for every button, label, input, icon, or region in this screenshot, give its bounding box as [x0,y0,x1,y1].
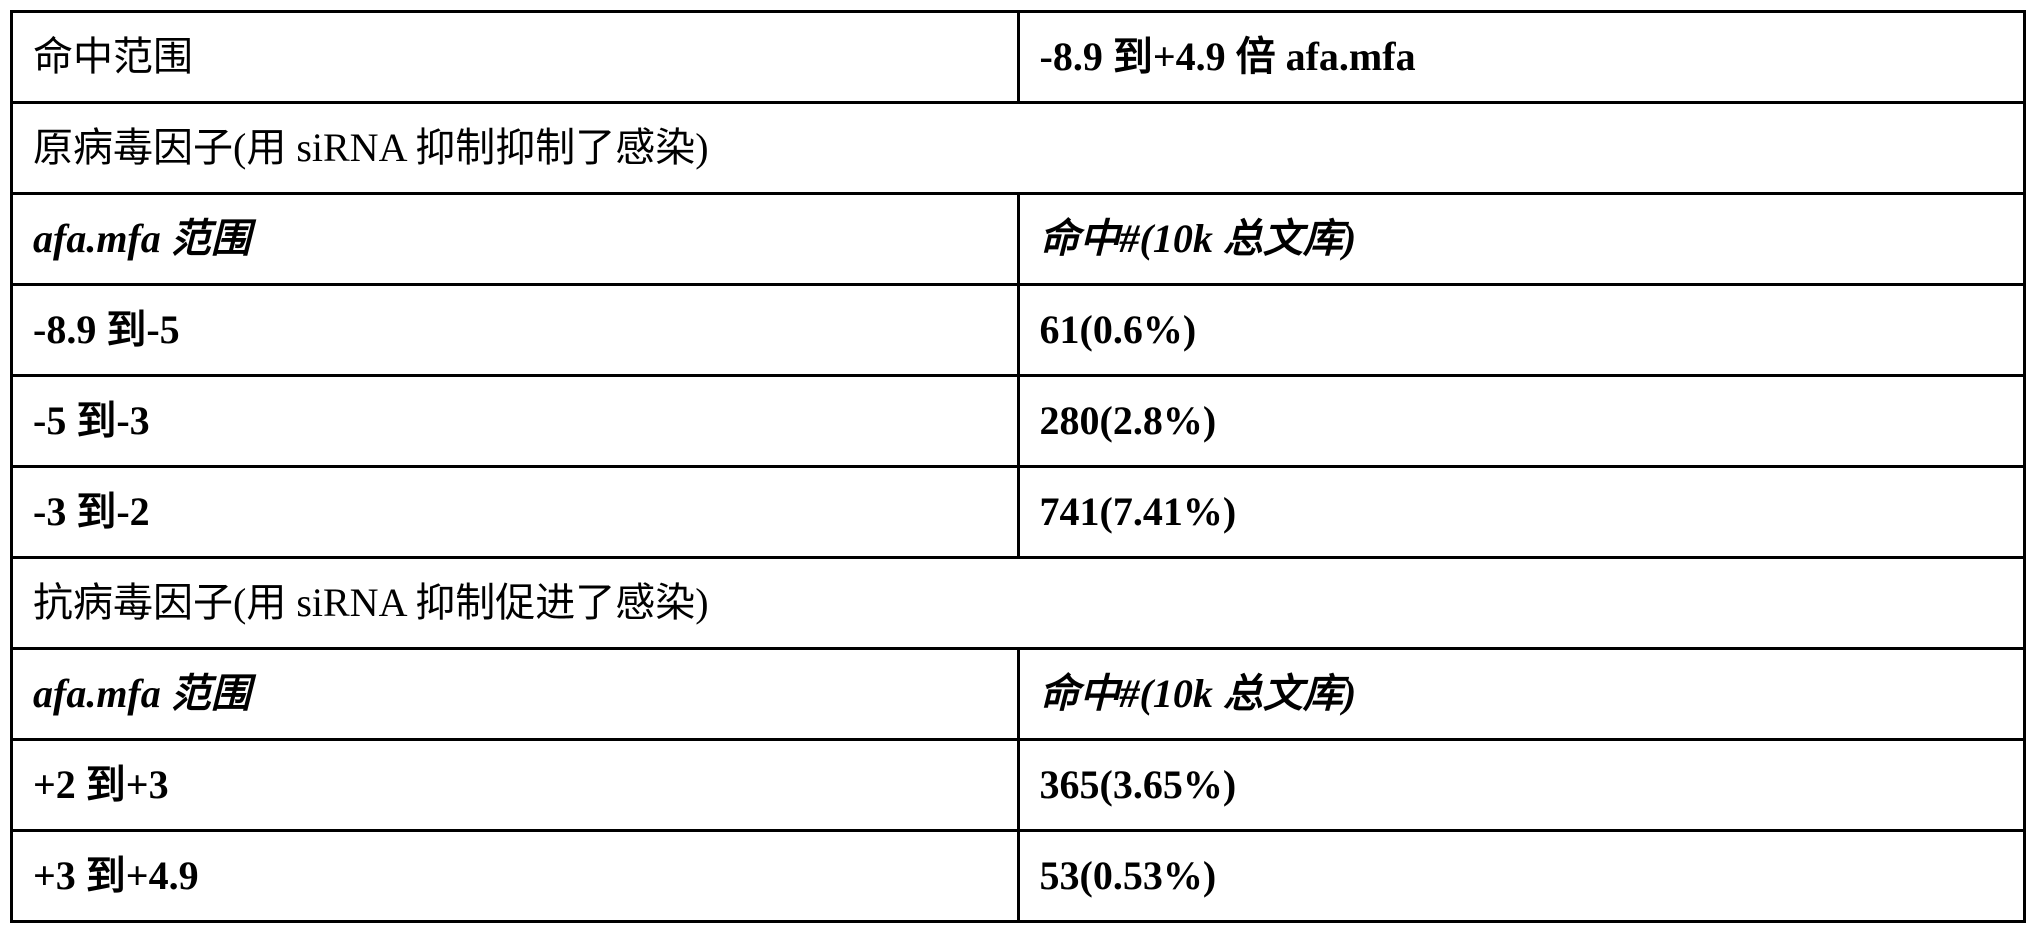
cell-count-3: 741(7.41%) [1018,467,2025,558]
cell-range-3: -3 到-2 [12,467,1019,558]
cell-count-5: 53(0.53%) [1018,831,2025,922]
table-row: afa.mfa 范围 命中#(10k 总文库) [12,194,2025,285]
table-row: 命中范围 -8.9 到+4.9 倍 afa.mfa [12,12,2025,103]
cell-hit-range-label: 命中范围 [12,12,1019,103]
cell-count-2: 280(2.8%) [1018,376,2025,467]
cell-count-1: 61(0.6%) [1018,285,2025,376]
cell-hit-count-header: 命中#(10k 总文库) [1018,194,2025,285]
cell-range-2: -5 到-3 [12,376,1019,467]
table-row: 抗病毒因子(用 siRNA 抑制促进了感染) [12,558,2025,649]
cell-proviral-header: 原病毒因子(用 siRNA 抑制抑制了感染) [12,103,2025,194]
cell-range-4: +2 到+3 [12,740,1019,831]
table-row: 原病毒因子(用 siRNA 抑制抑制了感染) [12,103,2025,194]
cell-afa-range-header: afa.mfa 范围 [12,194,1019,285]
table-body: 命中范围 -8.9 到+4.9 倍 afa.mfa 原病毒因子(用 siRNA … [12,12,2025,922]
cell-range-5: +3 到+4.9 [12,831,1019,922]
table-row: +2 到+3 365(3.65%) [12,740,2025,831]
cell-hit-range-value: -8.9 到+4.9 倍 afa.mfa [1018,12,2025,103]
data-table: 命中范围 -8.9 到+4.9 倍 afa.mfa 原病毒因子(用 siRNA … [10,10,2026,923]
table-row: -3 到-2 741(7.41%) [12,467,2025,558]
table-row: -8.9 到-5 61(0.6%) [12,285,2025,376]
table-row: afa.mfa 范围 命中#(10k 总文库) [12,649,2025,740]
cell-range-1: -8.9 到-5 [12,285,1019,376]
cell-count-4: 365(3.65%) [1018,740,2025,831]
cell-antiviral-header: 抗病毒因子(用 siRNA 抑制促进了感染) [12,558,2025,649]
table-row: -5 到-3 280(2.8%) [12,376,2025,467]
table-row: +3 到+4.9 53(0.53%) [12,831,2025,922]
cell-afa-range-header-2: afa.mfa 范围 [12,649,1019,740]
cell-hit-count-header-2: 命中#(10k 总文库) [1018,649,2025,740]
